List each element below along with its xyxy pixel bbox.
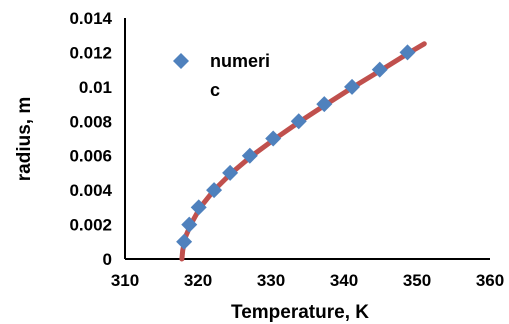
data-point xyxy=(344,78,361,95)
data-point xyxy=(290,113,307,130)
x-tick-label: 330 xyxy=(257,271,285,290)
data-point xyxy=(265,130,282,147)
legend: numeri c xyxy=(173,51,270,100)
x-tick-label: 350 xyxy=(403,271,431,290)
legend-label-line-1: numeri xyxy=(210,51,270,71)
y-tick-label: 0.014 xyxy=(69,9,112,28)
x-tick-labels: 310 320 330 340 350 360 xyxy=(111,271,504,290)
y-tick-label: 0.008 xyxy=(69,112,112,131)
x-tick-label: 320 xyxy=(184,271,212,290)
data-point xyxy=(190,199,207,216)
y-tick-label: 0.004 xyxy=(69,181,112,200)
data-point xyxy=(176,233,193,250)
x-tick-label: 340 xyxy=(330,271,358,290)
numeric-series xyxy=(176,44,416,250)
fit-line xyxy=(179,41,427,262)
legend-marker xyxy=(173,53,189,69)
x-axis-title: Temperature, K xyxy=(231,302,369,323)
y-tick-labels: 0 0.002 0.004 0.006 0.008 0.01 0.012 0.014 xyxy=(69,9,112,269)
data-point xyxy=(241,147,258,164)
y-tick-label: 0.006 xyxy=(69,147,112,166)
data-point xyxy=(316,96,333,113)
data-point xyxy=(222,164,239,181)
y-tick-label: 0.01 xyxy=(79,78,112,97)
legend-label-line-2: c xyxy=(210,80,220,100)
fit-series xyxy=(179,41,427,262)
y-tick-label: 0.002 xyxy=(69,216,112,235)
data-point xyxy=(181,216,198,233)
data-point xyxy=(371,61,388,78)
y-axis-title: radius, m xyxy=(14,97,35,181)
y-tick-label: 0.012 xyxy=(69,43,112,62)
x-tick-label: 310 xyxy=(111,271,139,290)
y-tick-label: 0 xyxy=(103,250,112,269)
x-tick-label: 360 xyxy=(476,271,504,290)
data-point xyxy=(206,182,223,199)
data-point xyxy=(399,44,416,61)
